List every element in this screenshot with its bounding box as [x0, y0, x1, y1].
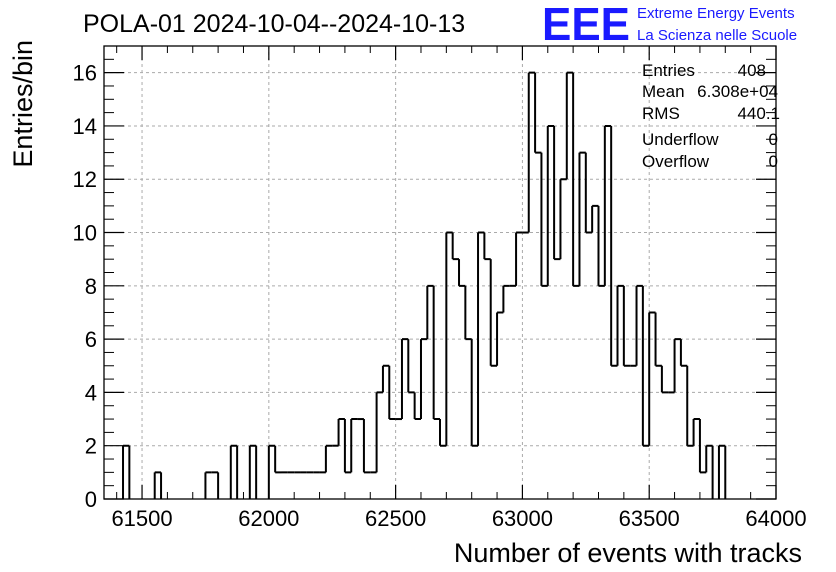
y-tick-label: 14: [73, 114, 97, 139]
histogram-bars: [122, 71, 727, 499]
logo-line-2: La Scienza nelle Scuole: [637, 27, 797, 44]
histogram-bin: [635, 284, 643, 366]
histogram-bin: [546, 124, 555, 286]
histogram-bin: [419, 338, 428, 420]
y-axis-label: Entries/bin: [8, 40, 38, 168]
y-tick-label: 4: [85, 380, 97, 405]
histogram-bin: [451, 232, 460, 261]
histogram-bin: [673, 338, 681, 393]
histogram-bin: [324, 444, 333, 473]
y-tick-label: 16: [73, 61, 97, 86]
y-tick-label: 2: [85, 434, 97, 459]
histogram-bin: [648, 311, 656, 446]
histogram-bin: [565, 71, 574, 180]
stats-underflow-value: 0: [769, 130, 778, 149]
y-tick-label: 8: [85, 274, 97, 299]
y-tick-label: 6: [85, 327, 97, 352]
x-axis-label: Number of events with tracks: [454, 538, 802, 568]
logo-mark: EEE: [542, 0, 630, 50]
histogram-bin: [343, 419, 352, 474]
x-tick-label: 63500: [619, 506, 680, 531]
histogram-bin: [527, 71, 536, 233]
histogram-bin: [603, 124, 612, 286]
stats-overflow-value: 0: [769, 152, 778, 171]
y-tick-label: 0: [85, 487, 97, 512]
histogram-bin: [610, 125, 618, 367]
histogram-bin: [572, 72, 580, 287]
histogram-bin: [496, 311, 504, 366]
histogram-bin: [686, 365, 694, 447]
histogram-bin: [654, 312, 662, 367]
histogram-bin: [464, 285, 472, 341]
histogram-bin: [502, 284, 510, 313]
histogram-bin: [204, 471, 212, 499]
histogram-bin: [381, 364, 390, 393]
y-tick-label: 12: [73, 167, 97, 192]
stats-rms-value: 440.1: [737, 104, 780, 123]
histogram-bin: [641, 285, 650, 447]
histogram-bin: [248, 444, 257, 499]
x-tick-label: 63000: [492, 506, 553, 531]
histogram-bin: [337, 418, 345, 446]
histogram-bin: [274, 445, 282, 474]
histogram-bin: [407, 339, 415, 394]
histogram-bin: [400, 338, 409, 420]
histogram-bin: [584, 152, 593, 234]
histogram-bin: [362, 419, 371, 474]
histogram-bin: [578, 151, 586, 286]
histogram-bin: [445, 231, 453, 446]
histogram-bin: [122, 444, 130, 499]
histogram-bin: [432, 285, 440, 421]
chart-title: POLA-01 2024-10-04--2024-10-13: [83, 10, 465, 38]
histogram-bin: [705, 444, 713, 473]
histogram-bin: [515, 231, 523, 286]
axis-ticks: 61500 62000 62500 63000 63500 64000 0 2 4 6 8 10 12 1…: [73, 46, 807, 531]
histogram-bin: [489, 259, 498, 367]
histogram-bin: [458, 259, 466, 287]
histogram-bin: [692, 418, 700, 446]
histogram-bin: [413, 392, 421, 421]
stats-mean-label: Mean: [642, 82, 685, 101]
x-tick-label: 62500: [365, 506, 426, 531]
stats-underflow-label: Underflow: [642, 130, 719, 149]
histogram-bin: [483, 232, 491, 261]
histogram-bin: [534, 72, 542, 154]
histogram-bin: [153, 471, 162, 499]
histogram-bin: [470, 339, 479, 447]
histogram-bin: [553, 125, 561, 261]
histogram-bin: [388, 365, 396, 421]
stats-rms-label: RMS: [642, 104, 680, 123]
x-tick-label: 64000: [745, 506, 806, 531]
histogram-bin: [622, 285, 631, 367]
stats-entries-value: 408: [738, 61, 766, 80]
x-tick-label: 61500: [111, 506, 172, 531]
histogram-bin: [698, 419, 707, 474]
histogram-bin: [350, 418, 358, 473]
histogram-bin: [616, 284, 624, 366]
histogram-bin: [597, 205, 605, 287]
stats-mean-value: 6.308e+04: [697, 82, 778, 101]
histogram-bin: [375, 391, 383, 473]
logo: EEE Extreme Energy Events La Scienza nel…: [542, 0, 797, 50]
y-tick-label: 10: [73, 221, 97, 246]
histogram-bin: [229, 444, 238, 499]
stats-entries-label: Entries: [642, 61, 695, 80]
histogram-bin: [439, 419, 447, 447]
histogram-bin: [540, 152, 548, 287]
stats-box: Entries 408 Mean 6.308e+04 RMS 440.1 Und…: [642, 61, 780, 171]
histogram-bin: [477, 231, 485, 446]
histogram-bin: [559, 178, 567, 260]
histogram-bin: [591, 204, 599, 233]
histogram-bin: [426, 284, 434, 340]
histogram-bin: [660, 365, 669, 394]
stats-overflow-label: Overflow: [642, 152, 710, 171]
histogram-bin: [679, 339, 688, 367]
x-tick-label: 62000: [238, 506, 299, 531]
histogram-bin: [717, 444, 726, 499]
logo-line-1: Extreme Energy Events: [637, 5, 795, 22]
